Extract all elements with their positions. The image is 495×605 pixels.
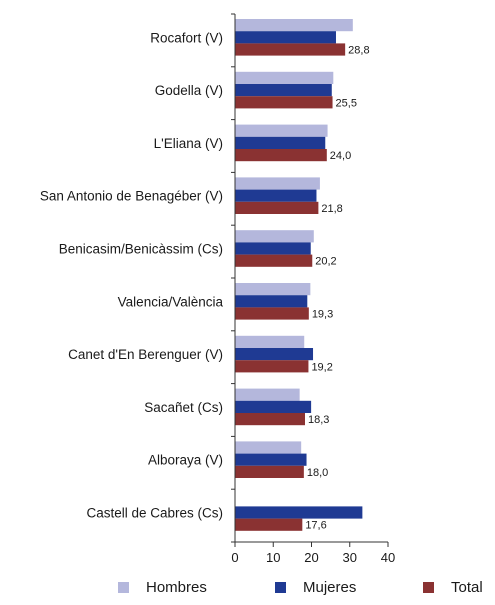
bar-mujeres-7 [235, 400, 312, 413]
bar-mujeres-0 [235, 31, 336, 44]
value-label-3: 21,8 [321, 203, 342, 215]
legend-swatch-total [423, 582, 434, 593]
category-label-5: Valencia/València [118, 294, 224, 309]
category-label-9: Castell de Cabres (Cs) [86, 506, 223, 521]
bar-hombres-6 [235, 335, 305, 348]
value-label-5: 19,3 [312, 309, 333, 321]
bar-hombres-8 [235, 441, 302, 454]
bar-mujeres-6 [235, 348, 314, 361]
bar-total-3 [235, 201, 319, 214]
bar-hombres-4 [235, 230, 314, 243]
bar-hombres-2 [235, 124, 328, 137]
bar-total-8 [235, 465, 304, 478]
bar-total-1 [235, 96, 333, 109]
x-tick-label-4: 40 [381, 550, 395, 565]
x-tick-label-2: 20 [304, 550, 318, 565]
value-labels: 28,8 25,5 24,0 21,8 20,2 19,3 19,2 18,3 18,0 17,6 [305, 45, 369, 532]
bar-mujeres-8 [235, 453, 307, 466]
bar-hombres-5 [235, 283, 311, 296]
category-label-1: Godella (V) [155, 83, 223, 98]
category-label-2: L'Eliana (V) [154, 136, 223, 151]
legend: Hombres Mujeres Total [118, 579, 483, 596]
bar-hombres-1 [235, 71, 334, 84]
legend-label-mujeres: Mujeres [303, 579, 356, 596]
bar-total-5 [235, 307, 309, 320]
category-label-8: Alboraya (V) [148, 453, 223, 468]
value-label-2: 24,0 [330, 150, 351, 162]
value-label-8: 18,0 [307, 467, 328, 479]
legend-label-total: Total [451, 579, 483, 596]
bar-hombres-0 [235, 19, 353, 32]
bar-mujeres-9 [235, 506, 363, 519]
value-label-0: 28,8 [348, 45, 369, 57]
category-label-6: Canet d'En Berenguer (V) [68, 347, 223, 362]
bar-total-6 [235, 360, 309, 373]
value-label-7: 18,3 [308, 414, 329, 426]
bar-total-0 [235, 43, 346, 56]
legend-label-hombres: Hombres [146, 579, 207, 596]
x-tick-label-1: 10 [266, 550, 280, 565]
bar-total-7 [235, 413, 305, 426]
category-labels: Rocafort (V) Godella (V) L'Eliana (V) San A… [40, 30, 224, 520]
x-tick-label-0: 0 [231, 550, 238, 565]
category-label-3: San Antonio de Benagéber (V) [40, 189, 223, 204]
value-label-4: 20,2 [315, 256, 336, 268]
value-label-6: 19,2 [311, 361, 332, 373]
category-label-0: Rocafort (V) [150, 30, 223, 45]
category-label-7: Sacañet (Cs) [144, 400, 223, 415]
bar-total-4 [235, 254, 313, 267]
x-tick-label-3: 30 [343, 550, 357, 565]
bar-mujeres-5 [235, 295, 308, 308]
bar-hombres-7 [235, 388, 300, 401]
bar-mujeres-1 [235, 84, 332, 97]
axes: 0 10 20 30 40 [231, 13, 395, 565]
bar-hombres-3 [235, 177, 320, 190]
bar-mujeres-3 [235, 189, 317, 202]
legend-swatch-mujeres [275, 582, 286, 593]
legend-swatch-hombres [118, 582, 129, 593]
category-label-4: Benicasim/Benicàssim (Cs) [59, 242, 223, 257]
bar-total-2 [235, 149, 327, 162]
bar-mujeres-2 [235, 136, 326, 149]
value-label-9: 17,6 [305, 520, 326, 532]
bar-mujeres-4 [235, 242, 311, 255]
value-label-1: 25,5 [336, 97, 357, 109]
bar-total-9 [235, 518, 303, 531]
bars-layer [235, 19, 363, 531]
